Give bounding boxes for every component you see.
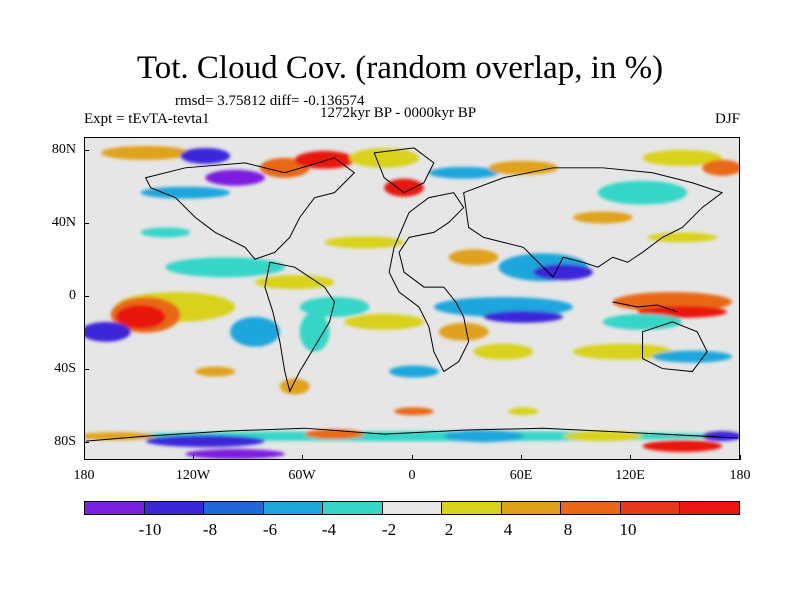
- anomaly-patch: [488, 160, 559, 175]
- lon-tick: [739, 455, 741, 460]
- anomaly-patch: [642, 149, 723, 166]
- colorbar: [84, 501, 740, 515]
- lon-label-60w: 60W: [288, 468, 316, 483]
- anomaly-patch: [344, 313, 424, 330]
- anomaly-patch: [145, 435, 265, 448]
- anomaly-patch: [572, 211, 633, 224]
- anomaly-patch: [533, 264, 593, 281]
- colorbar-segment: [620, 502, 681, 514]
- anomaly-patch: [140, 227, 191, 238]
- anomaly-patch: [294, 150, 355, 169]
- anomaly-patch: [140, 186, 231, 199]
- colorbar-segment: [561, 502, 621, 514]
- time-period-label: 1272kyr BP - 0000kyr BP: [320, 105, 477, 121]
- colorbar-segment: [204, 502, 264, 514]
- anomaly-patch: [299, 297, 370, 317]
- lat-label-80n: 80N: [51, 142, 76, 157]
- colorbar-label: 10: [619, 520, 637, 539]
- lat-label-40s: 40S: [54, 361, 76, 376]
- anomaly-patch: [597, 180, 688, 205]
- anomaly-patch: [165, 257, 285, 278]
- experiment-label: Expt = tEvTA-tevta1: [84, 111, 210, 127]
- lon-tick: [83, 455, 85, 460]
- lon-tick: [411, 455, 413, 460]
- colorbar-label: -8: [202, 520, 218, 539]
- anomaly-patch: [205, 169, 265, 186]
- colorbar-segment: [442, 502, 502, 514]
- anomaly-patch: [230, 316, 280, 347]
- anomaly-patch: [195, 366, 236, 377]
- colorbar-segment: [323, 502, 383, 514]
- anomaly-patch: [647, 232, 718, 243]
- anomaly-patch: [85, 321, 131, 342]
- lon-label-180e: 180: [729, 468, 751, 483]
- anomaly-patch: [602, 313, 683, 330]
- colorbar-label: 8: [563, 520, 573, 539]
- anomaly-patch: [115, 304, 166, 329]
- lon-label-120w: 120W: [175, 468, 211, 483]
- colorbar-segment: [263, 502, 324, 514]
- anomaly-patch: [254, 275, 335, 290]
- anomaly-patch: [428, 166, 499, 179]
- anomaly-patch: [473, 343, 534, 360]
- anomaly-patch: [563, 431, 643, 442]
- lat-label-eq: 0: [69, 288, 76, 303]
- anomaly-patch: [443, 430, 524, 443]
- lon-tick: [192, 455, 194, 460]
- lat-tick: [84, 442, 89, 443]
- anomaly-patch: [448, 249, 499, 266]
- colorbar-segment: [382, 502, 443, 514]
- lat-tick: [84, 223, 89, 224]
- colorbar-segment: [501, 502, 562, 514]
- lon-label-60e: 60E: [509, 468, 533, 483]
- anomaly-patch: [185, 449, 285, 459]
- lon-tick: [302, 455, 304, 460]
- lon-label-120e: 120E: [615, 468, 645, 483]
- lat-tick: [84, 369, 89, 370]
- lon-label-0: 0: [408, 468, 416, 483]
- anomaly-patch: [349, 147, 419, 168]
- anomaly-patch: [483, 310, 564, 323]
- colorbar-label: -10: [138, 520, 162, 539]
- lat-tick: [84, 296, 89, 297]
- anomaly-patch: [702, 431, 739, 442]
- anomaly-patch: [180, 147, 231, 164]
- anomaly-patch: [324, 236, 405, 249]
- colorbar-label: 2: [444, 520, 454, 539]
- colorbar-label: -4: [321, 520, 337, 539]
- lat-label-80s: 80S: [54, 434, 76, 449]
- anomaly-patch: [508, 407, 539, 416]
- season-label: DJF: [714, 111, 740, 127]
- lon-tick: [520, 455, 522, 460]
- colorbar-segment: [85, 502, 145, 514]
- anomaly-patch: [652, 350, 733, 363]
- world-map-panel: [84, 137, 740, 460]
- anomaly-patch: [642, 440, 723, 453]
- colorbar-label: 4: [503, 520, 513, 539]
- anomaly-patch: [100, 145, 191, 160]
- anomaly-patch: [85, 432, 156, 441]
- anomaly-patch: [299, 311, 330, 352]
- lon-tick: [630, 455, 632, 460]
- anomaly-patch: [394, 407, 434, 416]
- anomaly-patch: [438, 322, 489, 341]
- coastlines: [85, 147, 738, 442]
- colorbar-segment: [144, 502, 205, 514]
- lon-label-180w: 180: [73, 468, 95, 483]
- anomaly-patch: [572, 343, 673, 360]
- anomaly-patch: [702, 159, 739, 176]
- colorbar-label: -6: [262, 520, 278, 539]
- anomaly-patch: [389, 365, 439, 378]
- lat-tick: [84, 150, 89, 151]
- colorbar-label: -2: [381, 520, 397, 539]
- chart-title: Tot. Cloud Cov. (random overlap, in %): [136, 50, 664, 86]
- lat-label-40n: 40N: [51, 215, 76, 230]
- map-field-svg: [85, 145, 739, 459]
- colorbar-segment: [680, 502, 740, 514]
- anomaly-patch: [384, 178, 424, 197]
- rmsd-diff-stats: rmsd= 3.75812 diff= -0.136574: [175, 93, 365, 109]
